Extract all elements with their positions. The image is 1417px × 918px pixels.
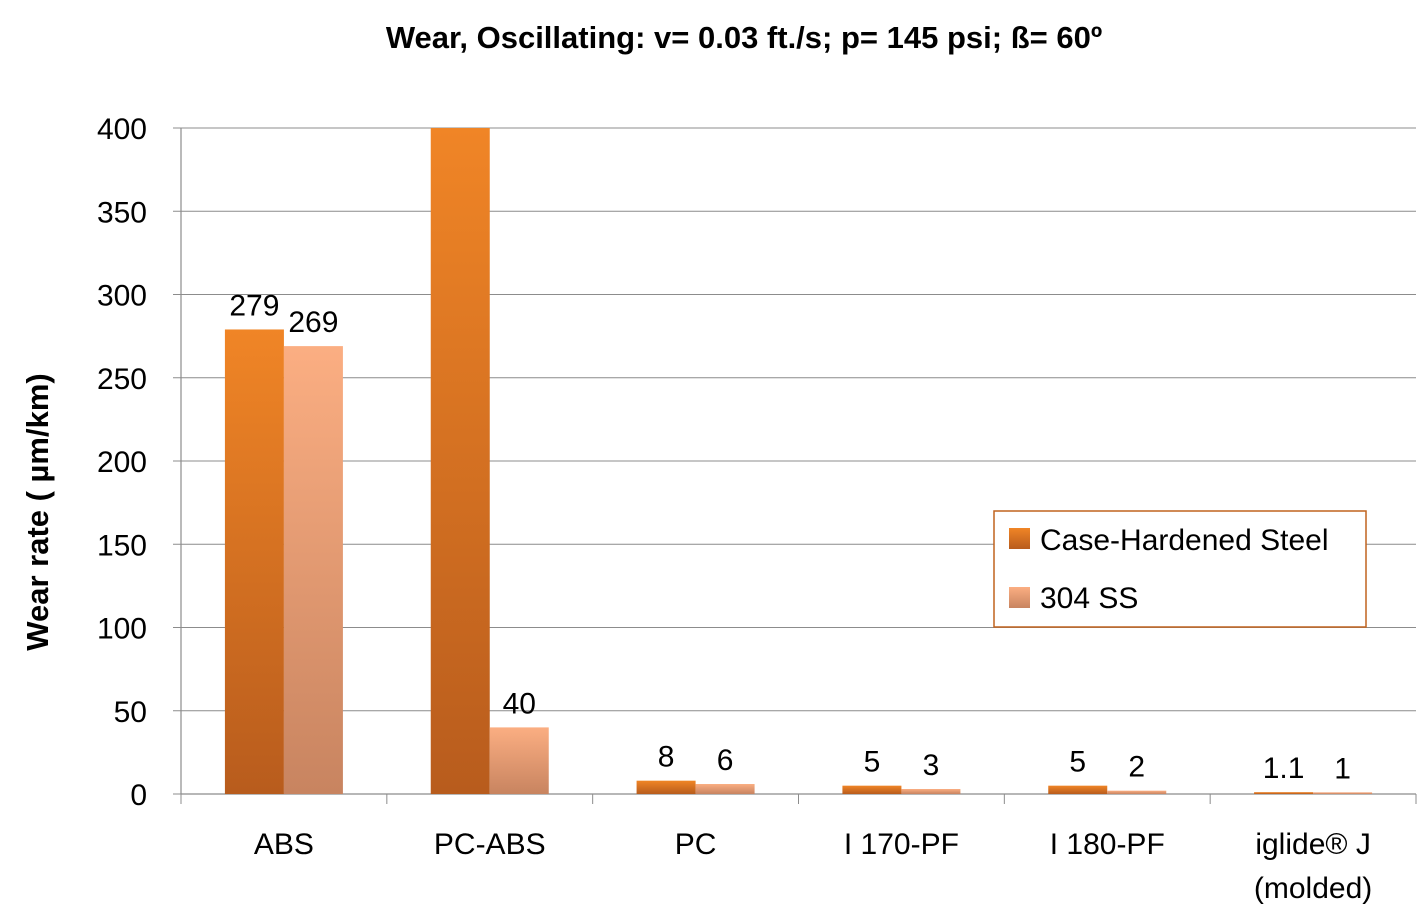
data-label-1-1: 40 [503,687,536,720]
x-tick-label-0: ABS [254,828,314,861]
y-tick-label-0: 0 [130,779,147,812]
data-label-0-3: 5 [864,746,881,779]
data-label-0-4: 5 [1069,746,1086,779]
x-tick-label-1: PC-ABS [434,828,546,861]
x-tick-label-4: I 180-PF [1050,828,1165,861]
y-tick-label-300: 300 [97,280,147,313]
y-tick-labels: 0 50 100 150 200 250 300 350 400 [97,113,147,812]
data-label-0-0: 279 [229,289,279,322]
bars [224,128,1373,794]
data-labels: 279 269 40 8 6 5 3 5 2 1.1 1 [229,289,1351,785]
x-tick-label-3: I 170-PF [844,828,959,861]
y-tick-label-200: 200 [97,446,147,479]
bar-0-1 [430,128,490,794]
bar-1-2 [695,784,755,794]
legend-swatch-304-ss [1009,587,1030,608]
y-tick-label-350: 350 [97,196,147,229]
data-label-1-4: 2 [1128,751,1145,784]
bar-0-5 [1254,792,1314,794]
bar-1-0 [283,346,343,794]
data-label-0-5: 1.1 [1263,752,1305,785]
y-tick-label-250: 250 [97,363,147,396]
y-tick-label-400: 400 [97,113,147,146]
x-tick-label-5: iglide® J [1255,828,1371,861]
data-label-1-5: 1 [1334,752,1351,785]
bar-1-1 [489,727,549,794]
legend-label-case-hardened-steel: Case-Hardened Steel [1040,524,1329,557]
legend-label-304-ss: 304 SS [1040,582,1138,615]
chart-title: Wear, Oscillating: v= 0.03 ft./s; p= 145… [386,20,1102,55]
axes [180,128,1417,804]
bar-0-2 [636,780,696,794]
y-tick-label-150: 150 [97,529,147,562]
x-tick-label-2: PC [675,828,717,861]
x-tick-labels: ABS PC-ABS PC I 170-PF I 180-PF iglide® J (mol… [254,828,1372,905]
data-label-1-3: 3 [923,749,940,782]
data-label-0-2: 8 [658,741,675,774]
y-tick-label-50: 50 [114,696,147,729]
bar-0-4 [1048,785,1108,794]
bar-0-3 [842,785,902,794]
bar-1-5 [1313,792,1373,794]
legend-box [993,510,1367,628]
y-axis-label: Wear rate ( µm/km) [20,373,55,650]
y-tick-label-100: 100 [97,613,147,646]
legend: Case-Hardened Steel 304 SS [993,510,1367,628]
bar-1-3 [901,789,961,794]
legend-swatch-case-hardened-steel [1009,528,1030,549]
bar-0-0 [224,329,284,794]
data-label-1-2: 6 [717,744,734,777]
x-tick-label-5-line1: (molded) [1254,872,1372,905]
gridlines [173,127,1416,795]
data-label-1-0: 269 [288,306,338,339]
bar-1-4 [1107,790,1167,794]
